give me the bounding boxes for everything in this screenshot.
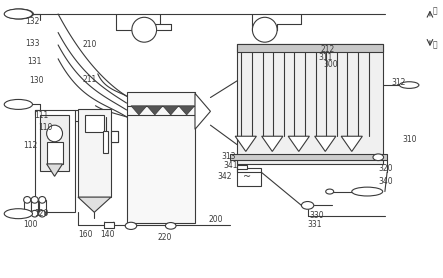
Bar: [230, 154, 387, 160]
Polygon shape: [179, 106, 194, 115]
Ellipse shape: [253, 17, 277, 42]
Bar: [111, 131, 118, 142]
Ellipse shape: [5, 9, 33, 19]
Text: 342: 342: [217, 172, 232, 181]
Bar: [35, 110, 75, 212]
Ellipse shape: [4, 9, 32, 19]
Ellipse shape: [31, 197, 38, 203]
Ellipse shape: [39, 197, 46, 203]
Ellipse shape: [132, 17, 156, 42]
Text: 210: 210: [82, 41, 97, 49]
Ellipse shape: [39, 210, 46, 217]
Text: 330: 330: [310, 210, 324, 220]
Text: 130: 130: [29, 76, 44, 85]
Bar: [105, 222, 114, 228]
Ellipse shape: [301, 202, 314, 209]
Ellipse shape: [23, 197, 31, 203]
Text: 110: 110: [38, 123, 53, 132]
Ellipse shape: [4, 100, 32, 110]
Text: 313: 313: [222, 152, 236, 162]
Polygon shape: [147, 106, 163, 115]
Bar: [40, 115, 69, 171]
Text: 341: 341: [224, 161, 238, 170]
Polygon shape: [105, 222, 114, 228]
Text: 310: 310: [403, 135, 417, 143]
Polygon shape: [288, 136, 309, 152]
Text: 311: 311: [319, 53, 333, 62]
Text: 320: 320: [378, 163, 393, 173]
Bar: [237, 44, 383, 164]
Bar: [39, 200, 46, 214]
Text: 140: 140: [100, 230, 115, 239]
Text: 132: 132: [25, 17, 39, 26]
Polygon shape: [163, 106, 179, 115]
Polygon shape: [262, 136, 283, 152]
Text: 上: 上: [433, 7, 437, 16]
Ellipse shape: [4, 209, 32, 219]
Bar: [237, 168, 261, 186]
Text: 120: 120: [34, 209, 48, 218]
Text: ~: ~: [243, 172, 251, 182]
Polygon shape: [47, 164, 62, 176]
Polygon shape: [341, 136, 362, 152]
Text: 111: 111: [34, 111, 48, 120]
Text: 200: 200: [208, 215, 223, 224]
Bar: [31, 200, 38, 214]
Polygon shape: [315, 136, 336, 152]
Text: 160: 160: [78, 230, 93, 239]
Bar: [85, 115, 105, 132]
Bar: [23, 200, 31, 214]
Text: 340: 340: [378, 177, 393, 186]
Bar: [127, 92, 195, 223]
Text: 312: 312: [392, 78, 406, 87]
Ellipse shape: [23, 210, 31, 217]
Bar: [237, 44, 383, 52]
Ellipse shape: [352, 187, 383, 196]
Text: 100: 100: [23, 220, 37, 229]
Bar: [78, 109, 111, 197]
Ellipse shape: [47, 125, 62, 142]
Text: 133: 133: [25, 39, 39, 48]
Ellipse shape: [165, 222, 176, 229]
Bar: [103, 131, 109, 153]
Text: 112: 112: [23, 142, 37, 150]
Text: 211: 211: [82, 75, 97, 84]
Text: 220: 220: [157, 233, 172, 242]
Ellipse shape: [400, 82, 419, 88]
Polygon shape: [195, 93, 210, 129]
Polygon shape: [78, 197, 111, 212]
Polygon shape: [105, 222, 114, 228]
Text: 下: 下: [433, 41, 437, 49]
Text: 131: 131: [27, 57, 42, 66]
Ellipse shape: [125, 222, 137, 229]
Text: 331: 331: [307, 220, 322, 229]
Bar: [237, 165, 247, 168]
Polygon shape: [131, 106, 147, 115]
Ellipse shape: [373, 154, 384, 161]
Text: 300: 300: [323, 60, 338, 69]
Text: 212: 212: [321, 44, 335, 54]
Bar: [47, 142, 62, 164]
Ellipse shape: [31, 210, 38, 217]
Ellipse shape: [326, 189, 334, 194]
Polygon shape: [235, 136, 256, 152]
